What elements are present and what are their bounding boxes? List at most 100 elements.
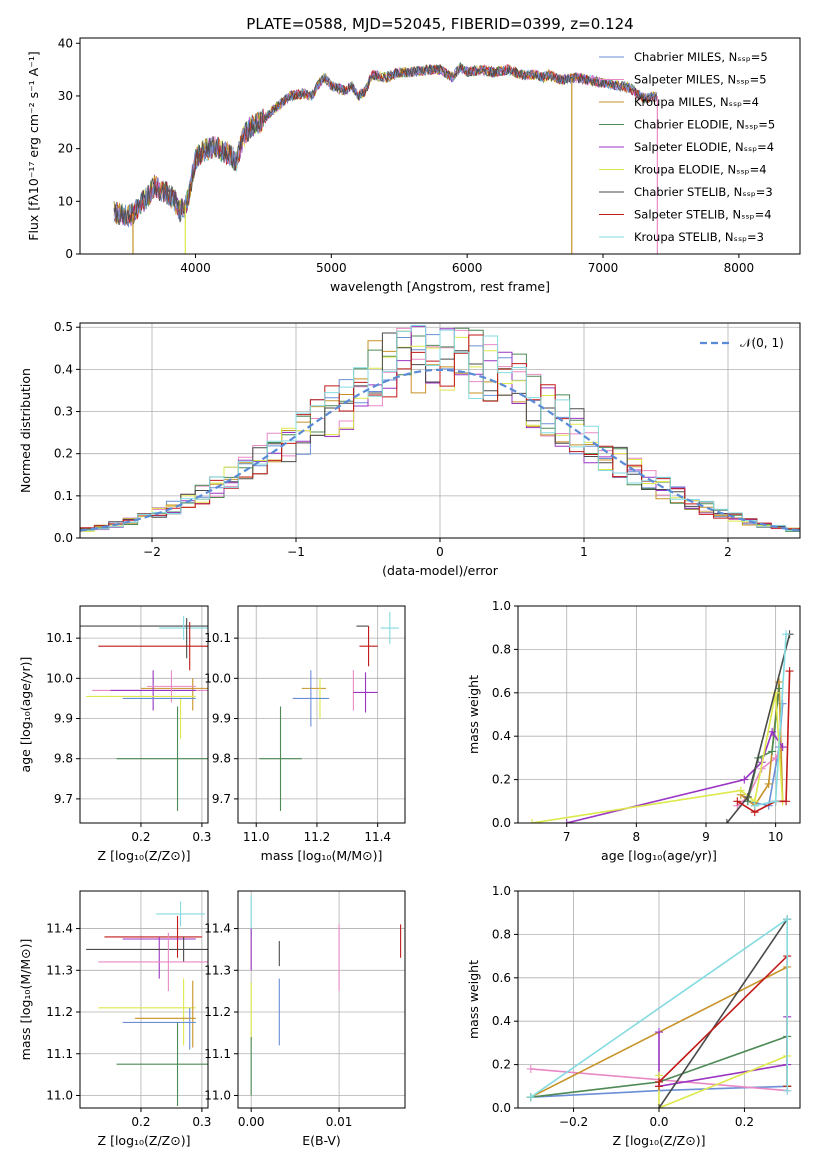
x-tick-label: 0.2 <box>131 1115 150 1129</box>
y-tick-label: 0.1 <box>54 489 73 503</box>
x-axis-label: Z [log₁₀(Z/Z⊙)] <box>98 1133 191 1148</box>
spectrum-line <box>113 62 658 227</box>
axes-frame <box>237 890 406 1109</box>
weight-marker <box>527 819 536 823</box>
x-tick-label: 11.4 <box>364 830 391 844</box>
panel-spectrum <box>76 37 801 258</box>
y-tick-label: 0.6 <box>492 686 511 700</box>
y-tick-label: 0 <box>65 247 73 261</box>
y-tick-label: 11.2 <box>204 1005 231 1019</box>
axes-frame <box>79 890 209 1109</box>
y-tick-label: 11.3 <box>204 963 231 977</box>
y-tick-label: 10.0 <box>46 671 73 685</box>
x-tick-label: 7000 <box>588 261 619 275</box>
legend-label: Kroupa MILES, Nₛₛₚ=4 <box>634 95 759 109</box>
x-axis-label: E(B-V) <box>302 1133 341 1148</box>
y-tick-label: 0.2 <box>492 773 511 787</box>
legend-label: Chabrier MILES, Nₛₛₚ=5 <box>634 50 768 64</box>
x-tick-label: 0.0 <box>649 1115 668 1129</box>
axes-frame <box>237 605 406 824</box>
y-tick-label: 11.3 <box>46 963 73 977</box>
x-tick-label: 4000 <box>180 261 211 275</box>
y-tick-label: 0.4 <box>492 1014 511 1028</box>
x-tick-label: 0.00 <box>238 1115 265 1129</box>
plot-area-mass_vs_Z <box>86 901 208 1106</box>
weight-marker <box>783 915 792 924</box>
normal-reference-curve <box>80 368 800 532</box>
y-tick-label: 0.3 <box>54 405 73 419</box>
panel-residuals <box>76 322 801 542</box>
plot-area-mass_vs_EBV <box>250 895 402 1096</box>
weight-marker <box>562 819 571 823</box>
panel-age_vs_mass <box>234 605 406 827</box>
y-tick-label: 0.8 <box>492 927 511 941</box>
spectrum-line <box>113 64 658 225</box>
weight-marker <box>526 1064 535 1073</box>
x-tick-label: 11.2 <box>304 830 331 844</box>
y-axis-label: mass [log₁₀(M/M⊙)] <box>18 939 33 1061</box>
legend-label: 𝒩(0, 1) <box>740 336 784 350</box>
y-tick-label: 0.4 <box>492 729 511 743</box>
y-axis-label: mass weight <box>466 960 481 1039</box>
weight-line <box>531 692 784 823</box>
x-axis-label: (data-model)/error <box>382 563 499 578</box>
weight-line <box>658 918 788 1108</box>
legend-label: Chabrier STELIB, Nₛₛₚ=3 <box>634 185 773 199</box>
y-tick-label: 9.7 <box>54 792 73 806</box>
y-tick-label: 9.9 <box>54 712 73 726</box>
histogram-step <box>80 325 800 531</box>
y-tick-label: 40 <box>58 36 73 50</box>
plot-area-age_vs_mass <box>259 612 399 811</box>
weight-marker <box>655 1104 663 1108</box>
y-tick-label: 0.5 <box>54 320 73 334</box>
panel-mass_vs_EBV <box>234 890 406 1112</box>
plot-area-spectrum <box>113 62 658 254</box>
legend-label: Chabrier ELODIE, Nₛₛₚ=5 <box>634 118 775 132</box>
y-axis-label: Normed distribution <box>18 368 33 493</box>
x-tick-label: 8 <box>633 830 641 844</box>
spectrum-line <box>113 63 658 226</box>
spectrum-line <box>113 64 658 226</box>
y-tick-label: 11.2 <box>46 1005 73 1019</box>
y-tick-label: 9.7 <box>212 792 231 806</box>
y-tick-label: 11.1 <box>204 1047 231 1061</box>
x-axis-label: wavelength [Angstrom, rest frame] <box>330 279 550 294</box>
x-tick-label: 7 <box>563 830 571 844</box>
weight-marker <box>778 743 787 752</box>
weight-marker <box>768 727 777 736</box>
x-axis-label: age [log₁₀(age/yr)] <box>601 848 717 863</box>
y-tick-label: 9.9 <box>212 712 231 726</box>
weight-marker <box>740 775 749 784</box>
y-tick-label: 11.4 <box>46 922 73 936</box>
weight-marker <box>782 797 791 806</box>
x-tick-label: 0.01 <box>326 1115 353 1129</box>
y-tick-label: 30 <box>58 89 73 103</box>
weight-marker <box>722 819 731 823</box>
x-tick-label: 0.2 <box>131 830 150 844</box>
x-tick-label: 0 <box>436 545 444 559</box>
weight-marker <box>782 630 791 639</box>
y-tick-label: 1.0 <box>492 599 511 613</box>
panel-weight_vs_Z <box>514 890 801 1112</box>
weight-marker <box>655 1077 663 1086</box>
plot-area-weight_vs_age <box>527 630 794 823</box>
y-tick-label: 20 <box>58 142 73 156</box>
y-axis-label: Flux [fλ10⁻¹⁷ erg cm⁻² s⁻¹ A⁻¹] <box>26 51 41 240</box>
weight-marker <box>526 1093 535 1102</box>
y-tick-label: 1.0 <box>492 884 511 898</box>
y-tick-label: 0.2 <box>492 1058 511 1072</box>
y-tick-label: 11.0 <box>204 1088 231 1102</box>
x-axis-label: Z [log₁₀(Z/Z⊙)] <box>98 848 191 863</box>
x-tick-label: 9 <box>702 830 710 844</box>
weight-marker <box>743 792 752 801</box>
figure-title: PLATE=0588, MJD=52045, FIBERID=0399, z=0… <box>246 15 633 33</box>
plot-area-weight_vs_Z <box>526 915 792 1108</box>
spectrum-line <box>113 63 658 226</box>
y-tick-label: 9.8 <box>212 752 231 766</box>
y-axis-label: mass weight <box>466 675 481 754</box>
y-tick-label: 10 <box>58 194 73 208</box>
weight-marker <box>764 779 773 788</box>
x-tick-label: 1 <box>580 545 588 559</box>
weight-line <box>747 688 780 802</box>
